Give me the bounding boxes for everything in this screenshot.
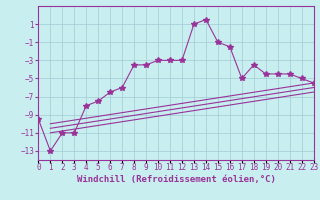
X-axis label: Windchill (Refroidissement éolien,°C): Windchill (Refroidissement éolien,°C) bbox=[76, 175, 276, 184]
